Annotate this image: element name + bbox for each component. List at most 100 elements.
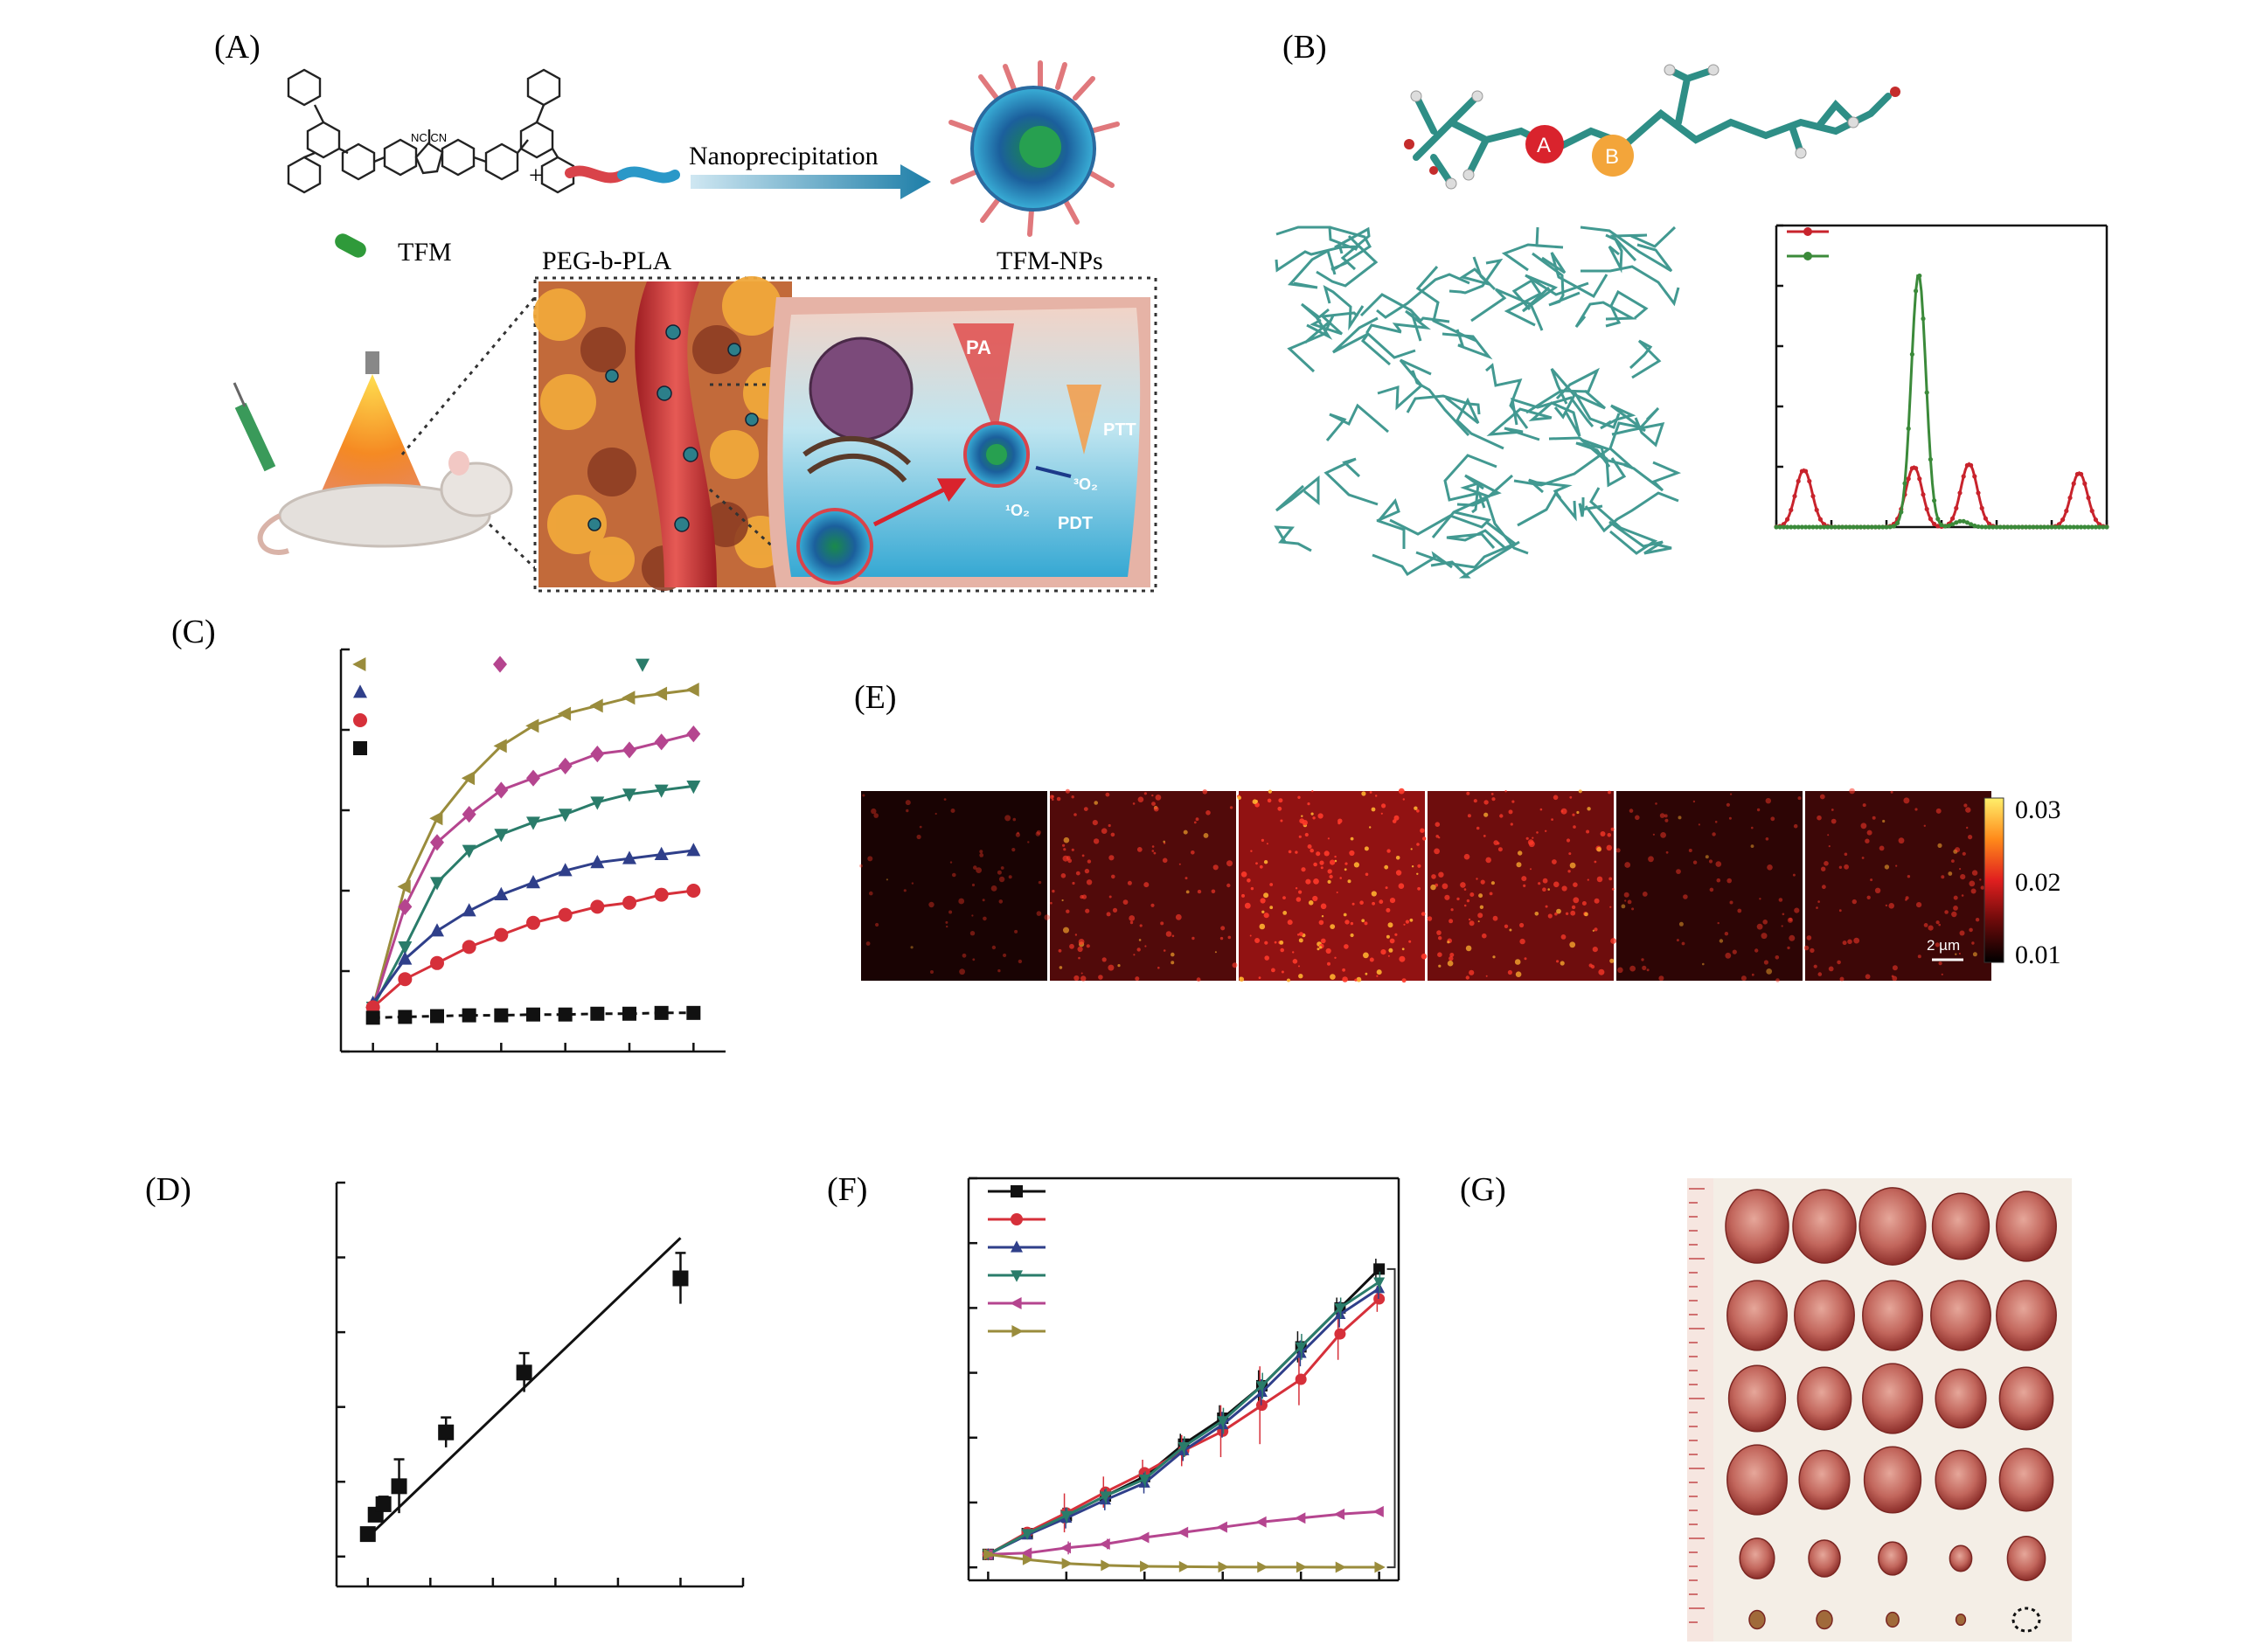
pa-speck (1137, 796, 1144, 802)
pa-speck (1853, 937, 1860, 944)
pa-speck (952, 872, 956, 878)
pa-speck (1860, 823, 1867, 829)
pa-speck (1866, 895, 1871, 900)
pa-speck (1560, 808, 1567, 815)
panel-f-label: (F) (827, 1171, 867, 1208)
pa-speck (1092, 820, 1098, 826)
pa-speck (1596, 876, 1603, 883)
series-point-1 (1950, 522, 1956, 527)
pa-speck (1421, 912, 1426, 916)
pa-speck (1778, 898, 1783, 902)
pa-speck (1271, 968, 1275, 973)
data-point (438, 1424, 455, 1440)
pa-speck (1287, 978, 1290, 982)
pa-speck (906, 809, 909, 813)
pa-speck (997, 968, 1001, 973)
pa-speck (1504, 790, 1507, 793)
series-point-0 (1810, 494, 1816, 499)
pa-speck (1350, 836, 1354, 841)
pa-speck (1073, 975, 1080, 982)
pa-speck (1732, 949, 1737, 954)
pa-speck (1750, 844, 1754, 848)
series-point-0 (2074, 471, 2080, 477)
pa-speck (1371, 807, 1376, 812)
pa-speck (1298, 890, 1303, 894)
pa-speck (1844, 852, 1848, 857)
pa-speck (1080, 972, 1083, 975)
pa-speck (1387, 922, 1393, 928)
pa-speck (1264, 955, 1269, 961)
pa-speck (865, 941, 871, 946)
series-point-1 (1972, 523, 1977, 529)
pa-speck (1447, 941, 1450, 944)
pa-speck (1803, 945, 1810, 951)
pa-speck (916, 834, 921, 840)
pa-speck (1570, 910, 1576, 916)
pa-speck (1320, 866, 1323, 870)
pa-speck (1792, 873, 1796, 877)
pa-speck (1571, 905, 1576, 910)
pa-speck (1980, 885, 1984, 890)
pa-speck (1386, 907, 1391, 913)
pa-speck (1191, 850, 1195, 855)
ruler-icon (1687, 1178, 1713, 1642)
pa-speck (1817, 900, 1820, 903)
pa-speck (1261, 910, 1265, 914)
pa-speck (1094, 801, 1098, 805)
pa-image-glow (861, 791, 1047, 981)
pa-speck (1136, 947, 1141, 952)
pa-speck (1437, 952, 1442, 957)
pa-speck (973, 865, 977, 870)
pa-speck (1765, 798, 1772, 804)
series-point-1 (1899, 510, 1904, 515)
series-point-1 (1932, 498, 1937, 503)
pa-speck (1319, 946, 1323, 949)
pa-speck (1594, 927, 1598, 932)
data-point (622, 788, 636, 802)
pa-speck (1705, 855, 1709, 859)
data-point (685, 683, 699, 697)
pa-speck (1560, 961, 1565, 966)
data-point (1059, 1542, 1072, 1554)
data-point (1373, 1277, 1386, 1288)
pa-speck (1330, 974, 1336, 980)
series-point-1 (1862, 524, 1867, 530)
pa-speck (1369, 957, 1374, 962)
pa-speck (1356, 976, 1362, 982)
series-point-1 (2053, 524, 2058, 530)
series-point-0 (1983, 516, 1988, 521)
pa-speck (1342, 976, 1348, 982)
pa-speck (1702, 962, 1705, 966)
pa-speck (930, 970, 934, 974)
pa-speck (1389, 938, 1395, 944)
series-point-1 (2024, 524, 2029, 530)
pa-speck (1369, 791, 1372, 794)
pa-speck (1688, 849, 1692, 852)
series-point-1 (2031, 524, 2036, 530)
molecule-nitrile-label: NC CN (411, 131, 447, 144)
pa-speck (1813, 964, 1817, 968)
series-point-1 (1961, 518, 1966, 524)
pa-speck (1434, 848, 1440, 855)
pa-speck (1892, 965, 1898, 971)
pa-speck (1347, 879, 1351, 884)
pa-speck (1573, 897, 1580, 904)
pa-speck (1074, 934, 1078, 936)
pa-speck (1304, 832, 1309, 837)
pa-speck (1888, 903, 1894, 909)
pa-speck (1327, 837, 1330, 840)
pa-speck (1598, 968, 1605, 975)
pa-speck (1789, 934, 1796, 941)
data-point (1022, 1553, 1034, 1565)
pa-speck (1365, 872, 1369, 877)
pa-speck (1969, 927, 1973, 933)
pa-speck (1676, 869, 1681, 874)
pa-speck (1127, 880, 1132, 885)
pa-speck (1372, 901, 1375, 906)
pa-image-glow (1616, 791, 1803, 981)
pa-speck (1608, 877, 1613, 881)
data-point (493, 739, 507, 753)
pa-speck (1819, 794, 1825, 800)
pa-speck (1353, 862, 1359, 868)
series-point-1 (1829, 524, 1834, 530)
